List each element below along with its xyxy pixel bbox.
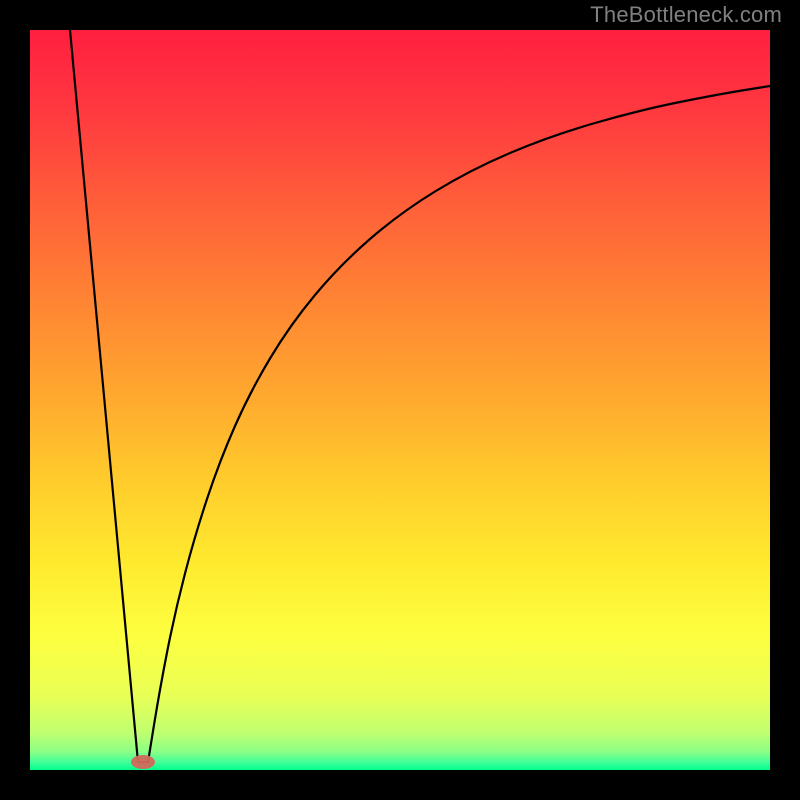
bottleneck-chart: [0, 0, 800, 800]
watermark-text: TheBottleneck.com: [590, 2, 782, 28]
minimum-marker: [131, 755, 155, 769]
plot-background: [30, 30, 770, 770]
chart-container: { "watermark": { "text": "TheBottleneck.…: [0, 0, 800, 800]
